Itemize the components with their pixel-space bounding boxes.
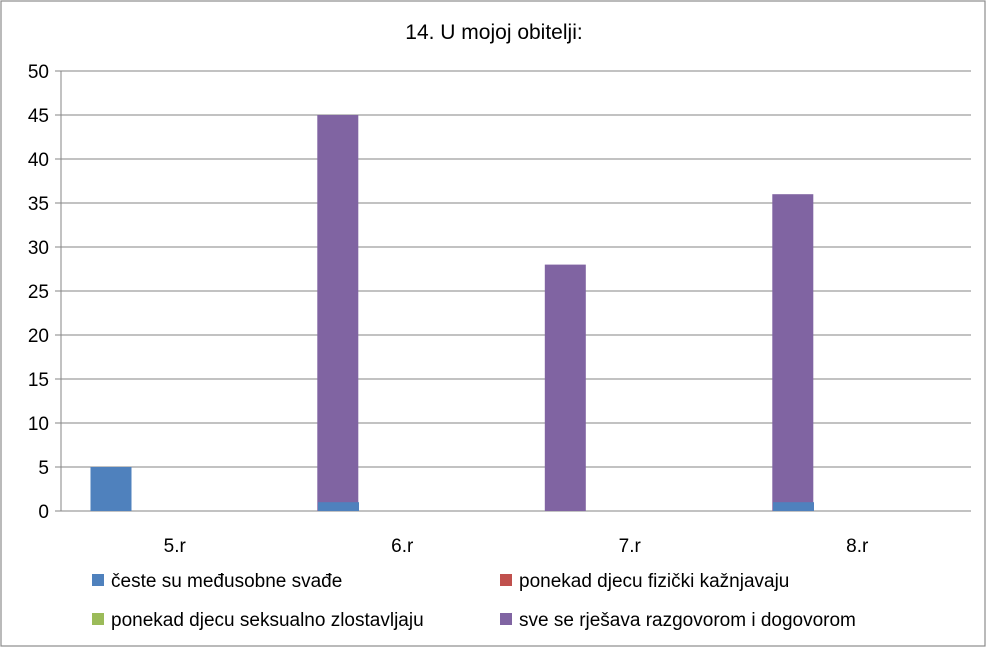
y-tick-label: 25 <box>28 282 49 303</box>
y-tick-label: 30 <box>28 238 49 259</box>
bar <box>90 467 132 511</box>
legend-swatch <box>500 613 512 625</box>
y-axis-ticks: 0 5 10 15 20 25 30 35 40 45 50 <box>28 62 62 523</box>
legend-label: ponekad djecu fizički kažnjavaju <box>519 571 789 592</box>
legend-swatch <box>92 613 104 625</box>
bar <box>318 502 359 511</box>
bars <box>90 115 814 511</box>
y-tick-label: 35 <box>28 194 49 215</box>
legend: česte su međusobne svađe ponekad djecu fi… <box>92 571 856 631</box>
y-tick-label: 10 <box>28 414 49 435</box>
bar <box>317 115 359 511</box>
legend-label: česte su međusobne svađe <box>111 571 342 592</box>
y-tick-label: 0 <box>38 502 49 523</box>
bar <box>773 502 814 511</box>
legend-swatch <box>500 574 512 586</box>
y-tick-label: 5 <box>38 458 49 479</box>
x-axis-ticks: 5.r 6.r 7.r 8.r <box>164 536 869 557</box>
bar <box>544 264 586 511</box>
y-tick-label: 20 <box>28 326 49 347</box>
legend-label: ponekad djecu seksualno zlostavljaju <box>111 610 424 631</box>
x-tick-label: 5.r <box>164 536 187 557</box>
x-tick-label: 7.r <box>619 536 642 557</box>
legend-swatch <box>92 574 104 586</box>
gridlines <box>61 70 971 512</box>
x-tick-label: 8.r <box>846 536 869 557</box>
legend-label: sve se rješava razgovorom i dogovorom <box>519 610 856 631</box>
y-tick-label: 45 <box>28 106 49 127</box>
bar <box>772 194 814 511</box>
x-tick-label: 6.r <box>391 536 414 557</box>
y-tick-label: 40 <box>28 150 49 171</box>
y-tick-label: 15 <box>28 370 49 391</box>
chart-title: 14. U mojoj obitelji: <box>405 21 582 44</box>
y-tick-label: 50 <box>28 62 49 83</box>
